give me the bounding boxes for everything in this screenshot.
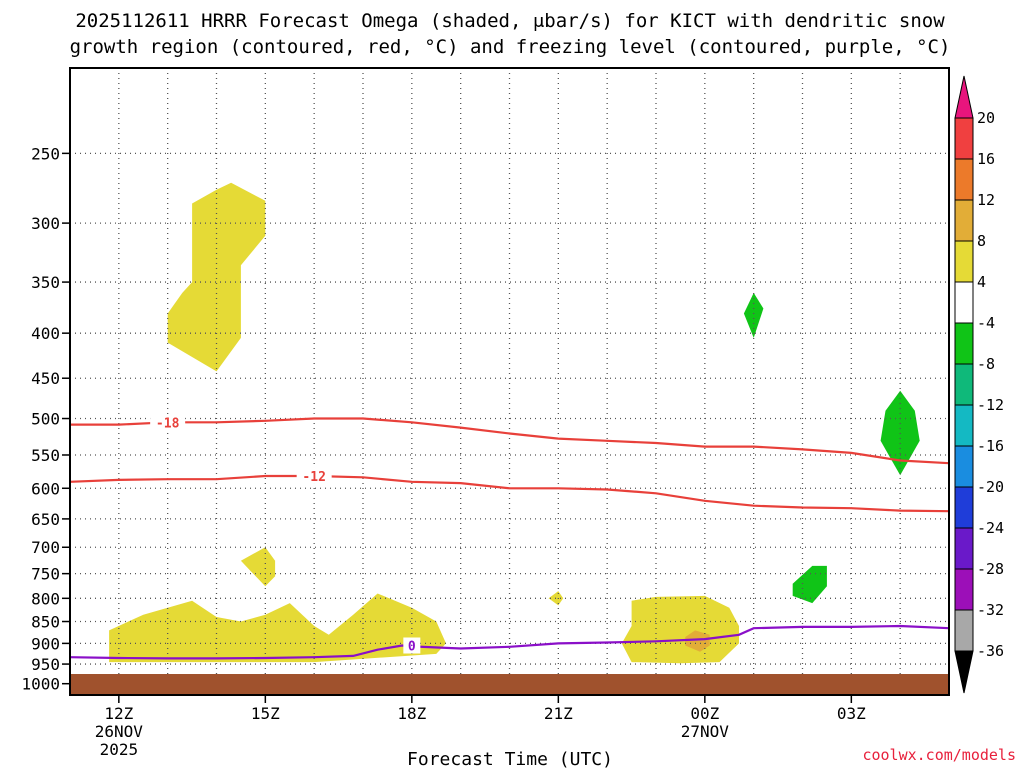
x-tick-year-12Z: 2025 xyxy=(100,740,139,759)
colorbar-bin-5 xyxy=(954,322,974,365)
colorbar-bin-7 xyxy=(954,404,974,447)
x-tick-label-12Z: 12Z xyxy=(104,704,133,723)
omega-region-1 xyxy=(109,593,446,663)
colorbar-bin-9 xyxy=(954,486,974,529)
y-tick-label-1000: 1000 xyxy=(21,675,60,694)
contour-labels: -18 -12 0 xyxy=(150,414,421,655)
y-tick-label-500: 500 xyxy=(31,410,60,429)
grid-lines xyxy=(70,68,949,695)
colorbar-level--36: -36 xyxy=(977,642,1004,660)
y-tick-label-350: 350 xyxy=(31,273,60,292)
colorbar-level--12: -12 xyxy=(977,396,1004,414)
contour-label-bg-0 xyxy=(150,414,186,431)
credit-text: coolwx.com/models xyxy=(862,746,1016,764)
y-tick-label-300: 300 xyxy=(31,214,60,233)
colorbar-level-16: 16 xyxy=(977,150,995,168)
colorbar-bin-11 xyxy=(954,568,974,611)
y-tick-label-900: 900 xyxy=(31,634,60,653)
colorbar-bin-10 xyxy=(954,527,974,570)
plot-frame xyxy=(69,67,950,696)
colorbar-level-4: 4 xyxy=(977,273,986,291)
x-tick-date-00Z: 27NOV xyxy=(681,722,730,741)
contour-label-2: 0 xyxy=(408,640,416,655)
colorbar-bin-8 xyxy=(954,445,974,488)
x-tick-label-15Z: 15Z xyxy=(251,704,280,723)
colorbar-level-12: 12 xyxy=(977,191,995,209)
omega-region-2 xyxy=(240,547,276,587)
omega-region-7 xyxy=(792,565,827,604)
chart-title-line2: growth region (contoured, red, °C) and f… xyxy=(70,36,951,58)
colorbar-bottom-arrow xyxy=(954,650,974,694)
omega-shading-layer xyxy=(109,182,920,664)
colorbar-level--20: -20 xyxy=(977,478,1004,496)
x-tick-date-12Z: 26NOV xyxy=(95,722,144,741)
colorbar-level-20: 20 xyxy=(977,109,995,127)
y-axis-ticks: 250 300 350 400 450 500 550 600 650 700 750 800 850 9… xyxy=(21,144,70,694)
colorbar-level--16: -16 xyxy=(977,437,1004,455)
colorbar-level-8: 8 xyxy=(977,232,986,250)
colorbar-level--24: -24 xyxy=(977,519,1004,537)
x-tick-label-00Z: 00Z xyxy=(690,704,719,723)
x-tick-label-03Z: 03Z xyxy=(837,704,866,723)
x-tick-label-21Z: 21Z xyxy=(544,704,573,723)
y-tick-label-800: 800 xyxy=(31,589,60,608)
omega-region-6 xyxy=(743,292,764,338)
y-tick-label-400: 400 xyxy=(31,324,60,343)
ground-surface xyxy=(70,674,949,695)
y-tick-label-550: 550 xyxy=(31,446,60,465)
y-tick-label-450: 450 xyxy=(31,369,60,388)
contour-label-1: -12 xyxy=(302,470,325,485)
colorbar-level--32: -32 xyxy=(977,601,1004,619)
colorbar-top-arrow xyxy=(954,75,974,119)
contour-label-bg-2 xyxy=(403,637,421,654)
colorbar-bin-2 xyxy=(954,199,974,242)
colorbar-bin-1 xyxy=(954,158,974,201)
y-tick-label-250: 250 xyxy=(31,144,60,163)
colorbar-bin-4 xyxy=(954,281,974,324)
contour-label-bg-1 xyxy=(296,467,332,484)
x-tick-label-18Z: 18Z xyxy=(397,704,426,723)
colorbar-level--28: -28 xyxy=(977,560,1004,578)
colorbar-bin-6 xyxy=(954,363,974,406)
colorbar-bin-0 xyxy=(954,117,974,160)
omega-region-0 xyxy=(167,182,266,372)
x-axis-label: Forecast Time (UTC) xyxy=(407,749,613,768)
colorbar-bin-12 xyxy=(954,609,974,652)
y-tick-label-650: 650 xyxy=(31,510,60,529)
y-tick-label-950: 950 xyxy=(31,655,60,674)
y-tick-label-850: 850 xyxy=(31,613,60,632)
colorbar: 20 16 12 8 4 -4 -8 -12 -16 -20 -24 -28 -32 -36 xyxy=(954,75,1004,694)
omega-region-4 xyxy=(621,595,739,664)
colorbar-level--4: -4 xyxy=(977,314,995,332)
contour-line-1 xyxy=(69,474,950,513)
colorbar-level--8: -8 xyxy=(977,355,995,373)
y-tick-label-750: 750 xyxy=(31,565,60,584)
contour-label-0: -18 xyxy=(156,416,180,431)
isotherm-contours xyxy=(69,417,950,660)
contour-line-0 xyxy=(70,417,950,465)
contour-line-2 xyxy=(69,624,950,660)
colorbar-bin-3 xyxy=(954,240,974,283)
y-tick-label-700: 700 xyxy=(31,538,60,557)
y-tick-label-600: 600 xyxy=(31,479,60,498)
chart-title-line1: 2025112611 HRRR Forecast Omega (shaded, … xyxy=(75,10,945,32)
omega-region-5 xyxy=(685,630,710,652)
